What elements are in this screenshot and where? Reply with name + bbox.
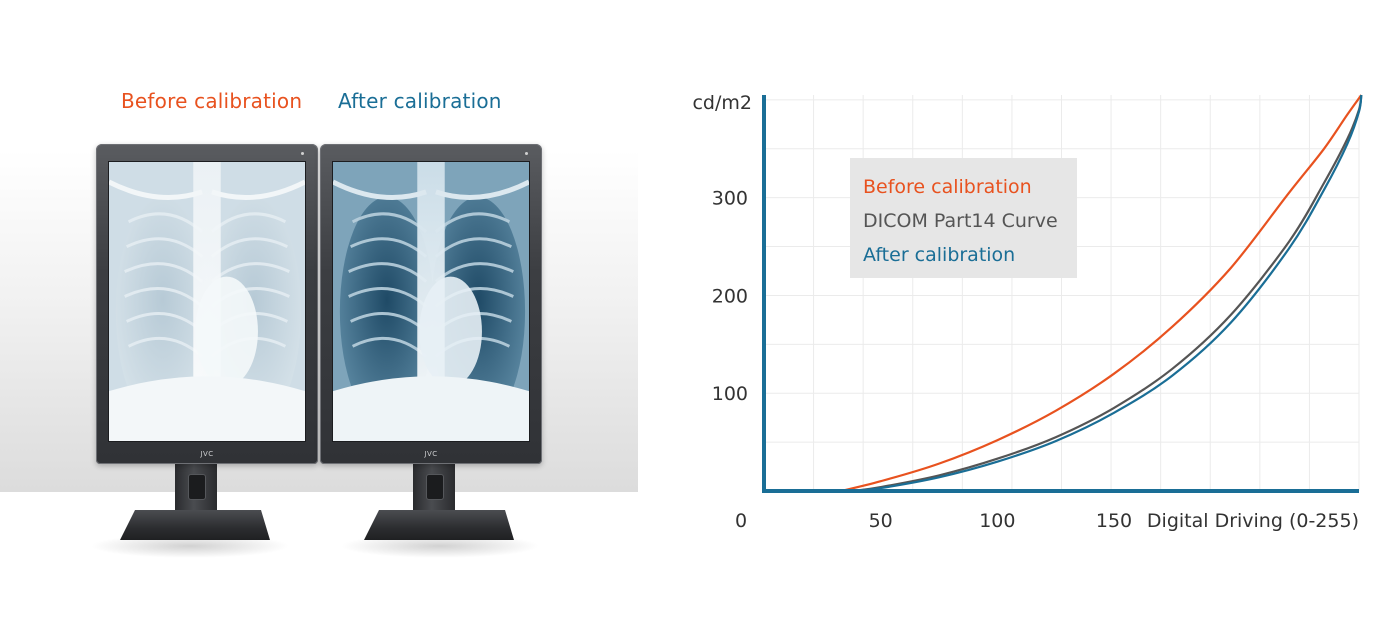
xray-image-washed-out: [108, 161, 306, 442]
calibration-chart: 100 200 300 0 50 100 150 cd/m2 Digital Driving…: [692, 92, 1363, 532]
chart-series: [840, 94, 1363, 493]
monitor-base-left: [120, 510, 270, 540]
monitor-before-calibration: JVC: [96, 144, 318, 464]
series-line-before-calibration: [840, 94, 1363, 493]
power-led-icon: [525, 152, 528, 155]
legend-entry-dicom-part14-curve: DICOM Part14 Curve: [863, 210, 1058, 232]
y-tick-label: 300: [712, 188, 748, 210]
chart-axes: [762, 95, 1359, 493]
chart-tick-labels: 100 200 300 0 50 100 150: [712, 188, 1132, 532]
chart-legend: Before calibration DICOM Part14 Curve Afte…: [850, 158, 1077, 278]
series-line-after-calibration: [852, 94, 1363, 493]
y-tick-label: 200: [712, 285, 748, 307]
y-tick-label: 100: [712, 383, 748, 405]
legend-entry-after-calibration: After calibration: [863, 244, 1015, 266]
x-tick-label: 0: [735, 510, 747, 532]
legend-entry-before-calibration: Before calibration: [863, 176, 1032, 198]
brand-logo-left: JVC: [200, 450, 214, 458]
xray-image-calibrated: [332, 161, 530, 442]
monitor-base-right: [364, 510, 514, 540]
series-line-dicom-part14-curve: [852, 94, 1363, 493]
chart-grid: [764, 95, 1360, 491]
power-led-icon: [301, 152, 304, 155]
monitor-after-calibration: JVC: [320, 144, 542, 464]
caption-after-calibration: After calibration: [338, 89, 502, 113]
caption-before-calibration: Before calibration: [121, 89, 303, 113]
x-tick-label: 150: [1096, 510, 1132, 532]
x-tick-label: 50: [869, 510, 893, 532]
y-axis-title: cd/m2: [692, 92, 752, 114]
x-axis-title: Digital Driving (0-255): [1147, 510, 1359, 532]
x-tick-label: 100: [979, 510, 1015, 532]
legend-box: [850, 158, 1077, 278]
brand-logo-right: JVC: [424, 450, 438, 458]
